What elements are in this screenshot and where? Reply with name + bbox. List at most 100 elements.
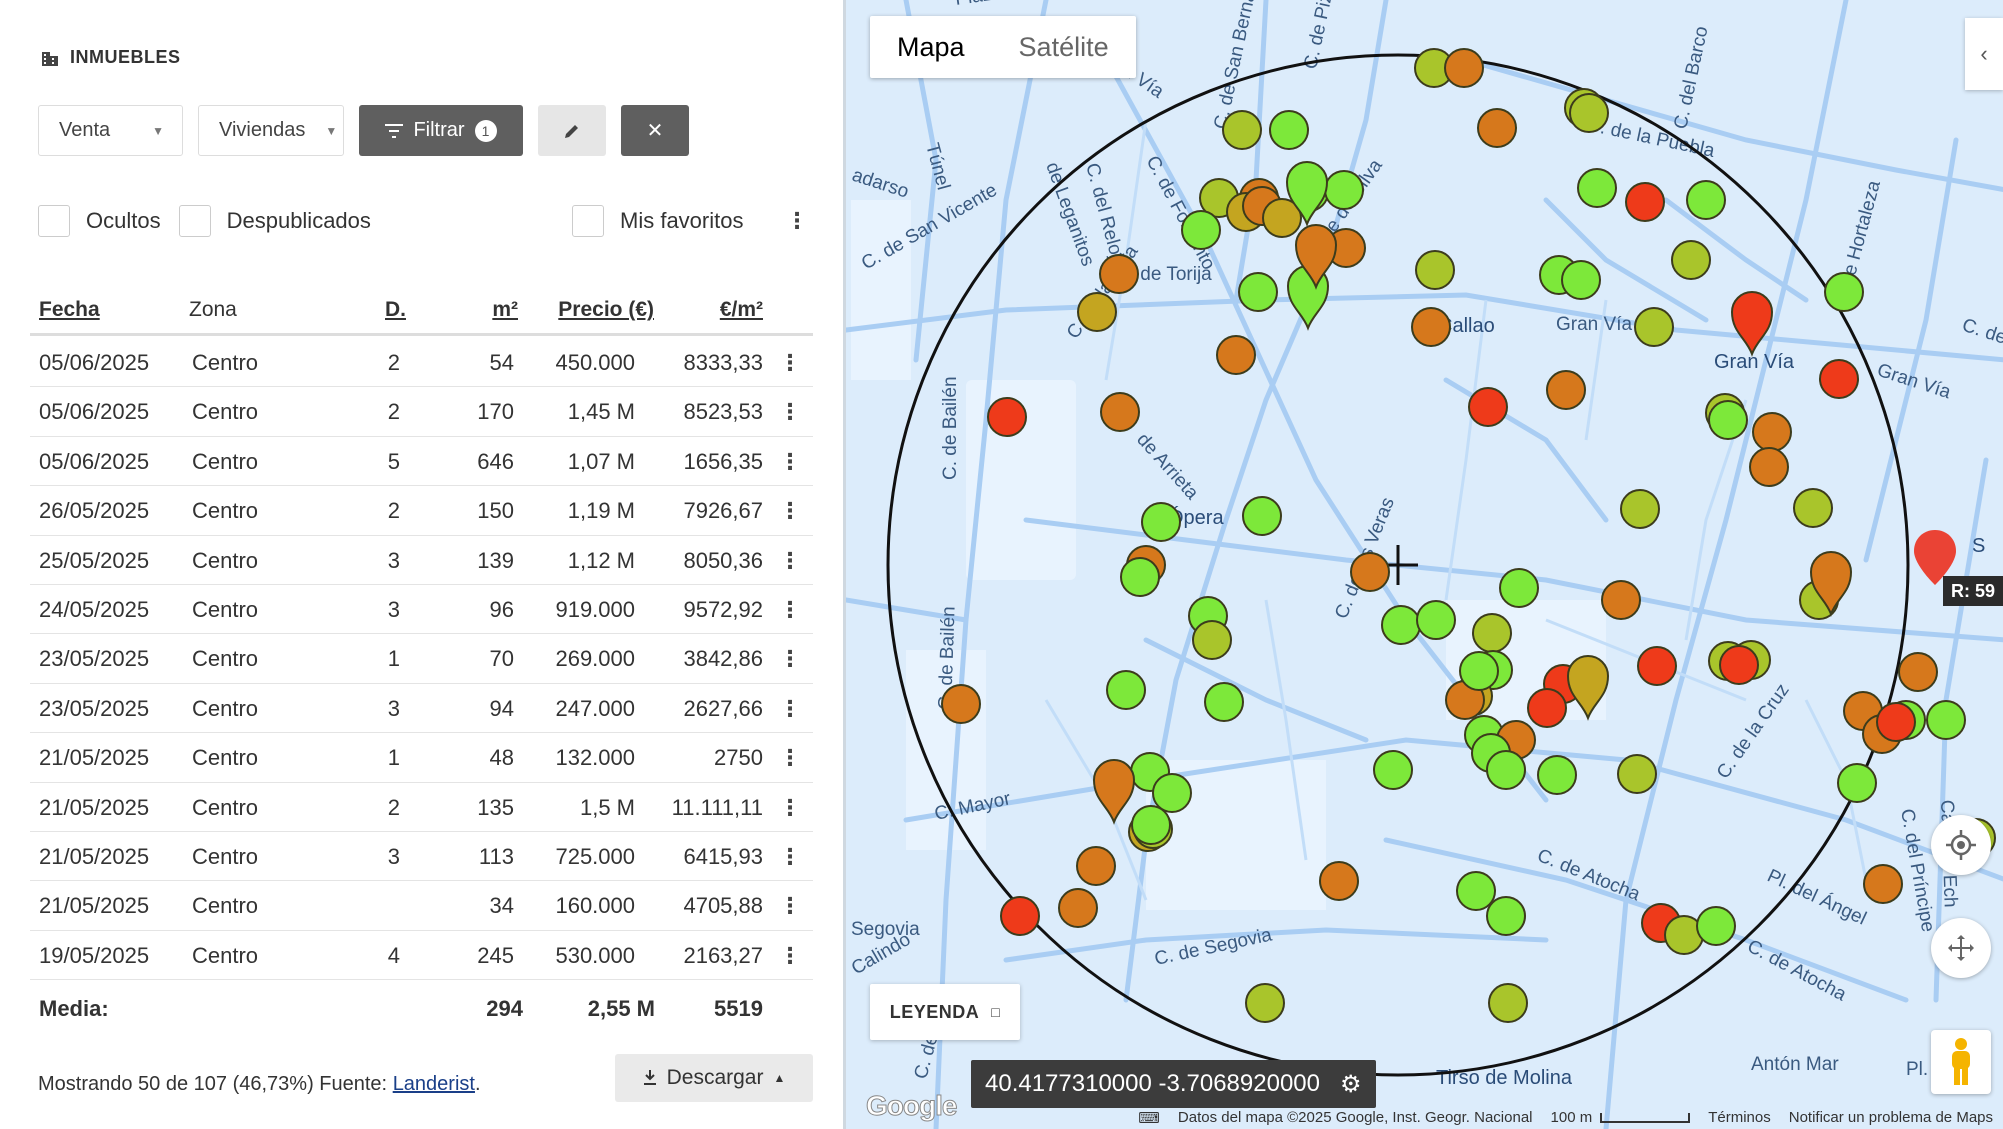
property-marker[interactable] [1824, 272, 1864, 312]
property-marker[interactable] [1926, 700, 1966, 740]
row-menu-icon[interactable]: ⋮ [779, 596, 801, 622]
col-eur-m2[interactable]: €/m² [719, 298, 763, 321]
property-marker[interactable] [941, 684, 981, 724]
property-marker[interactable] [1569, 93, 1609, 133]
row-menu-icon[interactable]: ⋮ [779, 498, 801, 524]
property-marker[interactable] [1837, 763, 1877, 803]
legend-button[interactable]: LEYENDA □ [870, 984, 1020, 1040]
table-row[interactable]: 21/05/2025 Centro 34 160.000 4705,88 ⋮ [30, 881, 813, 931]
table-row[interactable]: 21/05/2025 Centro 2 135 1,5 M 11.111,11 ⋮ [30, 783, 813, 832]
terms-link[interactable]: Términos [1708, 1109, 1771, 1126]
row-menu-icon[interactable]: ⋮ [779, 695, 801, 721]
property-marker[interactable] [1749, 447, 1789, 487]
property-marker[interactable] [1468, 387, 1508, 427]
property-marker[interactable] [1819, 359, 1859, 399]
report-problem-link[interactable]: Notificar un problema de Maps [1788, 1109, 1993, 1126]
clear-filters-button[interactable]: ✕ [621, 105, 689, 156]
property-marker[interactable] [1269, 110, 1309, 150]
property-marker[interactable] [1486, 750, 1526, 790]
property-marker[interactable] [1634, 307, 1674, 347]
property-marker[interactable] [1141, 502, 1181, 542]
operation-select[interactable]: Venta ▼ [38, 105, 183, 156]
edit-button[interactable] [538, 105, 606, 156]
property-pin-marker[interactable] [1092, 759, 1136, 825]
row-menu-icon[interactable]: ⋮ [779, 399, 801, 425]
scale-bar[interactable]: 100 m [1551, 1109, 1691, 1126]
property-marker[interactable] [1793, 488, 1833, 528]
street-view-pegman[interactable] [1931, 1030, 1991, 1094]
map-type-satellite-button[interactable]: Satélite [1018, 31, 1109, 62]
property-marker[interactable] [1238, 272, 1278, 312]
property-pin-marker[interactable] [1285, 161, 1329, 227]
row-menu-icon[interactable]: ⋮ [779, 646, 801, 672]
property-marker[interactable] [1696, 906, 1736, 946]
table-row[interactable]: 23/05/2025 Centro 1 70 269.000 3842,86 ⋮ [30, 634, 813, 684]
table-row[interactable]: 24/05/2025 Centro 3 96 919.000 9572,92 ⋮ [30, 585, 813, 635]
property-marker[interactable] [1131, 805, 1171, 845]
property-marker[interactable] [1350, 552, 1390, 592]
property-marker[interactable] [1671, 240, 1711, 280]
property-marker[interactable] [1242, 496, 1282, 536]
property-marker[interactable] [1637, 646, 1677, 686]
row-menu-icon[interactable]: ⋮ [779, 547, 801, 573]
property-marker[interactable] [1477, 108, 1517, 148]
gear-icon[interactable]: ⚙ [1340, 1070, 1362, 1098]
property-marker[interactable] [1488, 983, 1528, 1023]
filter-button[interactable]: Filtrar 1 [359, 105, 523, 156]
property-marker[interactable] [1546, 370, 1586, 410]
property-marker[interactable] [1000, 896, 1040, 936]
property-marker[interactable] [1416, 600, 1456, 640]
property-marker[interactable] [1708, 400, 1748, 440]
property-marker[interactable] [1456, 871, 1496, 911]
property-marker[interactable] [1459, 651, 1499, 691]
property-marker[interactable] [1898, 652, 1938, 692]
property-marker[interactable] [1411, 307, 1451, 347]
property-marker[interactable] [1262, 198, 1302, 238]
property-marker[interactable] [1245, 983, 1285, 1023]
row-menu-icon[interactable]: ⋮ [779, 843, 801, 869]
row-menu-icon[interactable]: ⋮ [779, 448, 801, 474]
collapse-panel-button[interactable]: ‹ [1965, 18, 2003, 90]
table-row[interactable]: 05/06/2025 Centro 5 646 1,07 M 1656,35 ⋮ [30, 437, 813, 487]
property-pin-marker[interactable] [1294, 224, 1338, 290]
property-marker[interactable] [1152, 773, 1192, 813]
col-m2[interactable]: m² [492, 298, 518, 321]
property-marker[interactable] [987, 397, 1027, 437]
table-row[interactable]: 05/06/2025 Centro 2 54 450.000 8333,33 ⋮ [30, 338, 813, 388]
property-marker[interactable] [1444, 48, 1484, 88]
property-marker[interactable] [1120, 557, 1160, 597]
col-dormitorios[interactable]: D. [385, 298, 406, 321]
property-marker[interactable] [1076, 846, 1116, 886]
property-marker[interactable] [1863, 864, 1903, 904]
property-marker[interactable] [1222, 110, 1262, 150]
property-marker[interactable] [1472, 613, 1512, 653]
property-marker[interactable] [1216, 335, 1256, 375]
row-menu-icon[interactable]: ⋮ [779, 745, 801, 771]
fullscreen-button[interactable] [1931, 918, 1991, 978]
property-marker[interactable] [1381, 605, 1421, 645]
row-menu-icon[interactable]: ⋮ [779, 350, 801, 375]
property-marker[interactable] [1077, 292, 1117, 332]
table-row[interactable]: 21/05/2025 Centro 1 48 132.000 2750 ⋮ [30, 733, 813, 783]
property-pin-marker[interactable] [1809, 551, 1853, 617]
table-row[interactable]: 19/05/2025 Centro 4 245 530.000 2163,27 ⋮ [30, 931, 813, 981]
table-row[interactable]: 25/05/2025 Centro 3 139 1,12 M 8050,36 ⋮ [30, 536, 813, 585]
type-select[interactable]: Viviendas ▼ [198, 105, 344, 156]
checkbox-box[interactable] [178, 205, 211, 237]
property-marker[interactable] [1099, 254, 1139, 294]
checkbox-box[interactable] [38, 205, 70, 237]
property-marker[interactable] [1617, 754, 1657, 794]
favorites-checkbox[interactable]: Mis favoritos [572, 205, 743, 237]
property-marker[interactable] [1719, 645, 1759, 685]
property-marker[interactable] [1625, 182, 1665, 222]
property-marker[interactable] [1620, 489, 1660, 529]
col-precio[interactable]: Precio (€) [558, 298, 654, 321]
download-button[interactable]: Descargar ▲ [615, 1054, 813, 1102]
source-link[interactable]: Landerist [392, 1073, 475, 1095]
property-marker[interactable] [1537, 755, 1577, 795]
property-marker[interactable] [1752, 412, 1792, 452]
property-marker[interactable] [1373, 750, 1413, 790]
property-marker[interactable] [1561, 260, 1601, 300]
